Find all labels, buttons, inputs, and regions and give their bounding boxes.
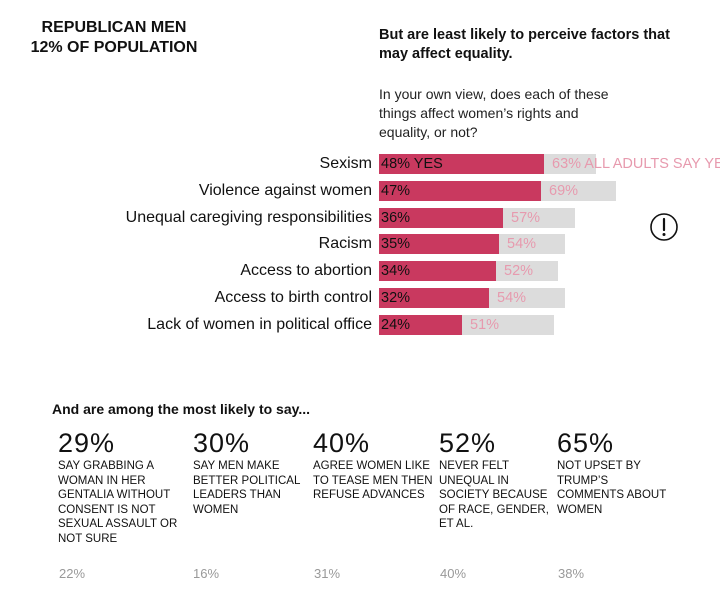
all-adults-value-label: 63% ALL ADULTS SAY YES (552, 156, 720, 172)
segment-bar (379, 261, 496, 281)
stat-description: SAY GRABBING A WOMAN IN HER GENTALIA WIT… (58, 460, 178, 545)
stat-value: 30% (193, 428, 251, 458)
segment-value-label: 32% (381, 290, 411, 306)
stat-card: 52% NEVER FELT UNEQUAL IN SOCIETY BECAUS… (439, 428, 559, 532)
stats-subhead: And are among the most likely to say... (52, 401, 311, 417)
segment-bar (379, 154, 544, 174)
stat-adults-value: 38% (558, 566, 585, 581)
segment-value-label: 48% YES (381, 156, 443, 172)
category-label: Sexism (319, 155, 372, 172)
segment-bar (379, 234, 499, 254)
stat-card: 40% AGREE WOMEN LIKE TO TEASE MEN THEN R… (313, 428, 433, 503)
exclamation-circle-icon (650, 213, 678, 241)
segment-value-label: 34% (381, 263, 411, 279)
segment-value-label: 35% (381, 236, 411, 252)
stat-description: AGREE WOMEN LIKE TO TEASE MEN THEN REFUS… (313, 460, 433, 501)
all-adults-value-label: 57% (511, 210, 541, 226)
category-label: Lack of women in political office (147, 316, 372, 333)
all-adults-value-label: 54% (497, 290, 527, 306)
stat-card: 29% SAY GRABBING A WOMAN IN HER GENTALIA… (58, 428, 178, 546)
segment-population: 12% OF POPULATION (30, 39, 198, 56)
segment-value-label: 24% (381, 317, 411, 333)
stat-card: 30% SAY MEN MAKE BETTER POLITICAL LEADER… (193, 428, 313, 517)
stat-value: 52% (439, 428, 497, 458)
segment-bar (379, 181, 541, 201)
stat-description: NEVER FELT UNEQUAL IN SOCIETY BECAUSE OF… (439, 460, 549, 530)
all-adults-value-label: 54% (507, 236, 537, 252)
stat-value: 29% (58, 428, 116, 458)
chart-headline: But are least likely to perceive factors… (379, 27, 670, 62)
stat-adults-value: 16% (193, 566, 220, 581)
category-label: Access to abortion (240, 262, 372, 279)
stat-adults-value: 40% (440, 566, 467, 581)
stat-adults-value: 22% (59, 566, 86, 581)
segment-title: REPUBLICAN MEN 12% OF POPULATION (14, 18, 214, 58)
all-adults-value-label: 52% (504, 263, 534, 279)
segment-value-label: 47% (381, 183, 411, 199)
category-label: Violence against women (198, 182, 372, 199)
bar-chart: Sexism 48% YES 63% ALL ADULTS SAY YES Viole… (125, 154, 720, 335)
all-adults-value-label: 51% (470, 317, 500, 333)
segment-value-label: 36% (381, 210, 411, 226)
all-adults-value-label: 69% (549, 183, 579, 199)
survey-question: In your own view, does each of these thi… (379, 86, 609, 140)
stat-value: 65% (557, 428, 615, 458)
stat-description: SAY MEN MAKE BETTER POLITICAL LEADERS TH… (193, 460, 300, 516)
category-label: Unequal caregiving responsibilities (125, 209, 372, 226)
segment-bar (379, 288, 489, 308)
stat-description: NOT UPSET BY TRUMP’S COMMENTS ABOUT WOME… (557, 460, 667, 516)
segment-name: REPUBLICAN MEN (41, 19, 187, 36)
stat-value: 40% (313, 428, 371, 458)
category-label: Racism (318, 235, 372, 252)
segment-bar (379, 208, 503, 228)
category-label: Access to birth control (214, 289, 372, 306)
segment-bar (379, 315, 462, 335)
stat-adults-value: 31% (314, 566, 341, 581)
stat-card: 65% NOT UPSET BY TRUMP’S COMMENTS ABOUT … (557, 428, 677, 517)
